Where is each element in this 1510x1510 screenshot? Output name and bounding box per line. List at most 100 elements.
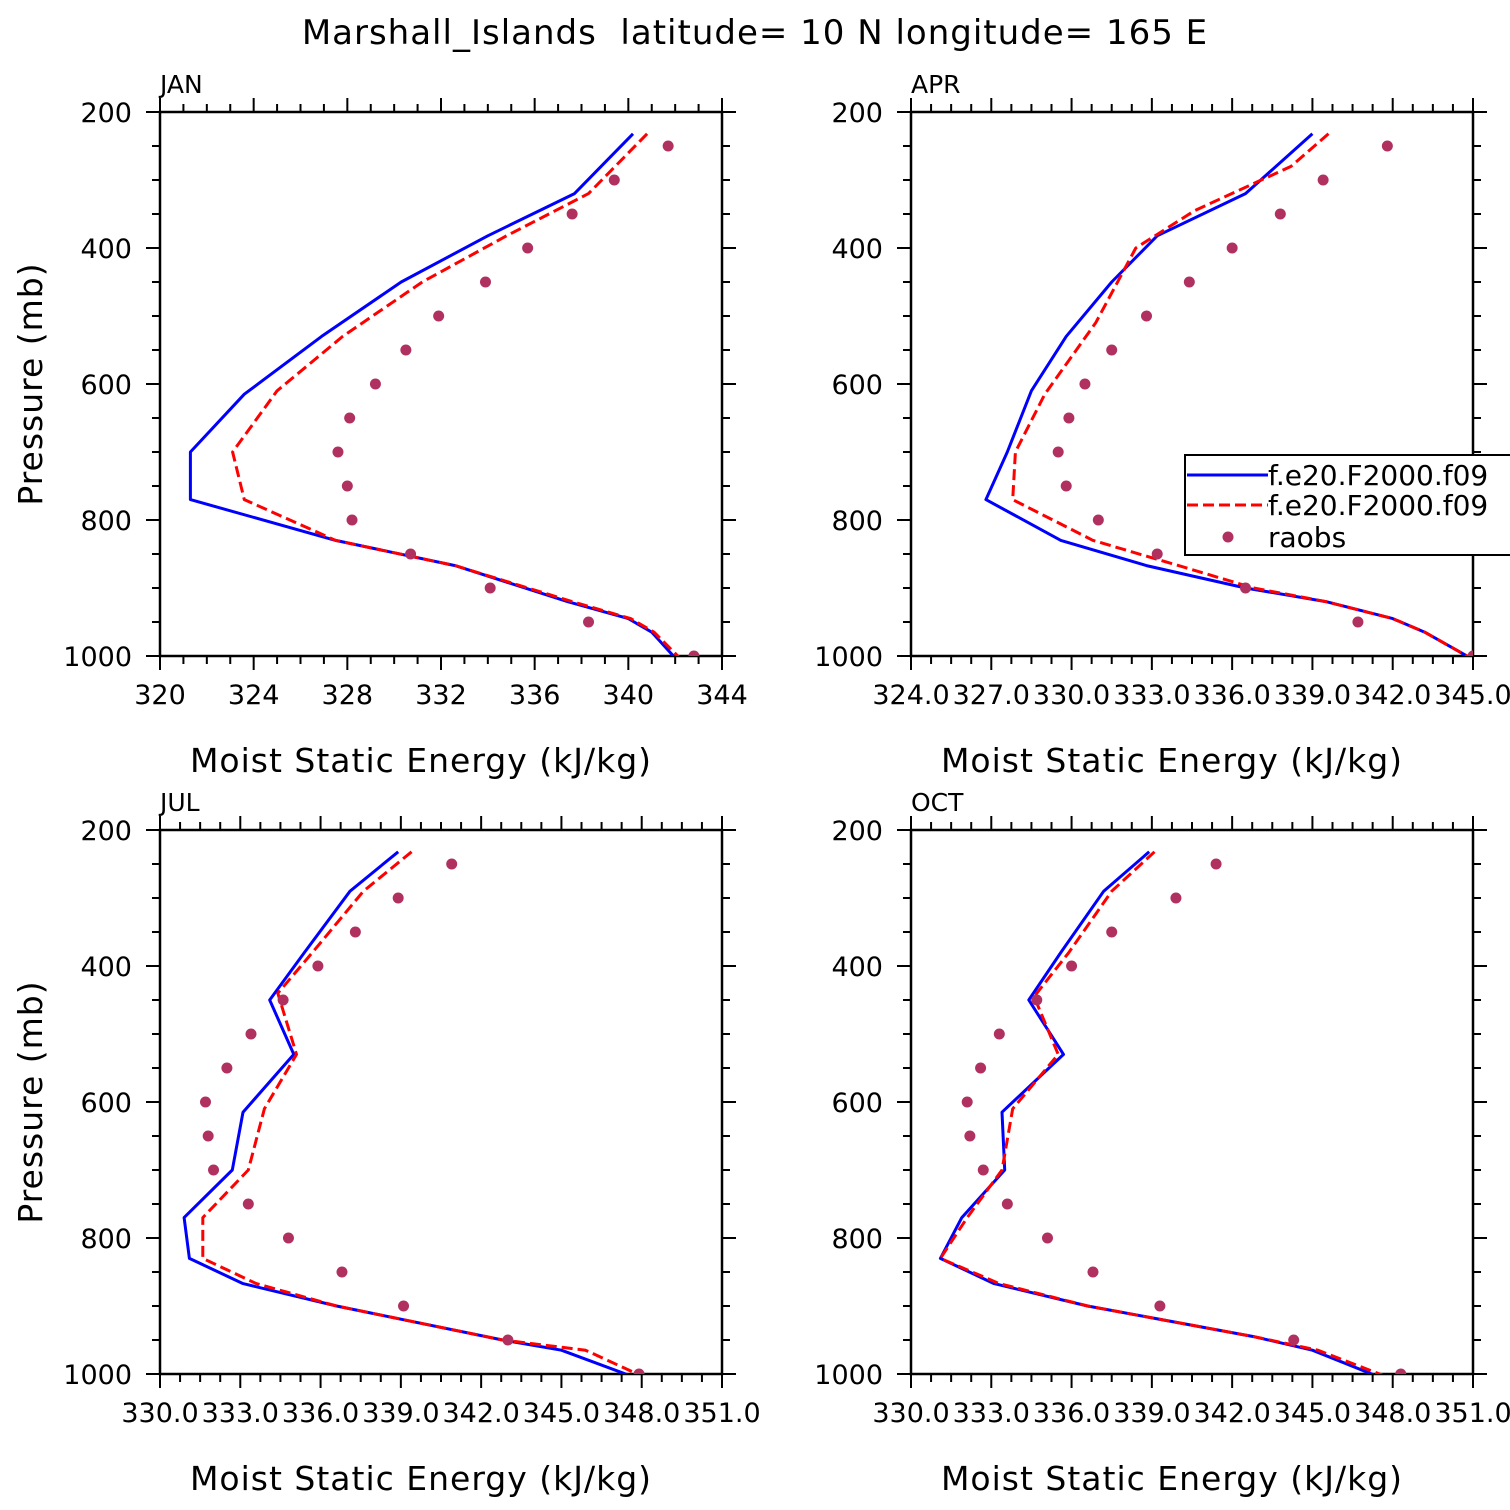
raobs-point [1087, 1266, 1099, 1278]
raobs-point [1170, 892, 1182, 904]
raobs-point [277, 994, 289, 1006]
raobs-point [633, 1368, 645, 1374]
x-tick-label: 345.0 [523, 1398, 600, 1429]
raobs-point [1063, 412, 1075, 424]
raobs-point [344, 412, 356, 424]
raobs-point [1274, 208, 1286, 220]
raobs-point [1395, 1368, 1407, 1374]
x-tick-label: 345.0 [1434, 680, 1510, 711]
raobs-point [312, 960, 324, 972]
raobs-point [221, 1062, 233, 1074]
panel-title: JAN [158, 70, 203, 99]
raobs-point [1352, 616, 1364, 628]
raobs-point [1381, 140, 1393, 152]
panel-title: JUL [158, 788, 200, 817]
raobs-point [961, 1096, 973, 1108]
raobs-point [566, 208, 578, 220]
x-tick-label: 344 [696, 680, 748, 711]
raobs-point [975, 1062, 987, 1074]
series-line-dashed [1011, 132, 1471, 656]
y-tick-label: 200 [80, 816, 132, 847]
x-tick-label: 333.0 [953, 1398, 1030, 1429]
y-tick-label: 600 [80, 370, 132, 401]
x-tick-label: 336.0 [282, 1398, 359, 1429]
plot-data [188, 132, 700, 656]
raobs-point [1183, 276, 1195, 288]
y-tick-label: 400 [80, 952, 132, 983]
panel-title: APR [911, 70, 961, 99]
plot-frame [158, 110, 724, 658]
raobs-point [1467, 650, 1473, 656]
raobs-point [1066, 960, 1078, 972]
raobs-point [662, 140, 674, 152]
raobs-point [1079, 378, 1091, 390]
raobs-point [242, 1198, 254, 1210]
plot-data [984, 132, 1473, 656]
x-tick-label: 330.0 [1033, 680, 1110, 711]
raobs-point [688, 650, 700, 656]
raobs-point [1210, 858, 1222, 870]
x-tick-label: 342.0 [1354, 680, 1431, 711]
panel-apr: 200 400 600 800 1000 324.0 327.0 330.0 333.0 336.… [814, 70, 1510, 780]
raobs-point [993, 1028, 1005, 1040]
series-line-solid [182, 850, 630, 1374]
x-tick-label: 342.0 [442, 1398, 519, 1429]
panel-title: OCT [911, 788, 964, 817]
raobs-point [484, 582, 496, 594]
series-line-solid [938, 850, 1376, 1374]
raobs-point [1106, 344, 1118, 356]
x-tick-label: 348.0 [603, 1398, 680, 1429]
raobs-point [199, 1096, 211, 1108]
raobs-point [349, 926, 361, 938]
raobs-point [392, 892, 404, 904]
plot-frame [909, 828, 1475, 1376]
y-tick-label: 200 [831, 816, 883, 847]
raobs-point [1092, 514, 1104, 526]
x-tick-label: 330.0 [121, 1398, 198, 1429]
y-tick-label: 600 [831, 1088, 883, 1119]
x-tick-label: 336.0 [1193, 680, 1270, 711]
raobs-point [369, 378, 381, 390]
x-tick-label: 327.0 [953, 680, 1030, 711]
x-tick-label: 339.0 [1113, 1398, 1190, 1429]
raobs-point [282, 1232, 294, 1244]
raobs-point [398, 1300, 410, 1312]
series-line-dashed [231, 132, 680, 656]
raobs-point [1151, 548, 1163, 560]
raobs-point [608, 174, 620, 186]
raobs-point [977, 1164, 989, 1176]
raobs-point [1154, 1300, 1166, 1312]
x-tick-label: 345.0 [1274, 1398, 1351, 1429]
x-tick-label: 336 [509, 680, 561, 711]
raobs-point [202, 1130, 214, 1142]
legend-label: raobs [1268, 521, 1346, 554]
x-tick-label: 333.0 [202, 1398, 279, 1429]
raobs-point [346, 514, 358, 526]
raobs-point [433, 310, 445, 322]
x-axis-title: Moist Static Energy (kJ/kg) [941, 741, 1403, 780]
x-axis-title: Moist Static Energy (kJ/kg) [190, 1459, 652, 1498]
raobs-point [479, 276, 491, 288]
legend-label: f.e20.F2000.f09 [1268, 459, 1488, 492]
raobs-point [1141, 310, 1153, 322]
legend-marker-dot [1222, 531, 1234, 543]
x-tick-label: 340 [603, 680, 655, 711]
y-tick-label: 600 [80, 1088, 132, 1119]
x-tick-label: 348.0 [1354, 1398, 1431, 1429]
plot-frame [158, 828, 724, 1376]
y-tick-label: 1000 [814, 642, 883, 673]
raobs-point [522, 242, 534, 254]
raobs-point [1288, 1334, 1300, 1346]
y-tick-label: 1000 [63, 642, 132, 673]
y-tick-label: 800 [80, 506, 132, 537]
series-line-dashed [201, 850, 641, 1374]
raobs-point [208, 1164, 220, 1176]
x-axis-title: Moist Static Energy (kJ/kg) [941, 1459, 1403, 1498]
x-tick-label: 339.0 [362, 1398, 439, 1429]
x-tick-label: 333.0 [1113, 680, 1190, 711]
plot-data [938, 850, 1407, 1374]
raobs-point [1060, 480, 1072, 492]
y-tick-label: 800 [80, 1224, 132, 1255]
